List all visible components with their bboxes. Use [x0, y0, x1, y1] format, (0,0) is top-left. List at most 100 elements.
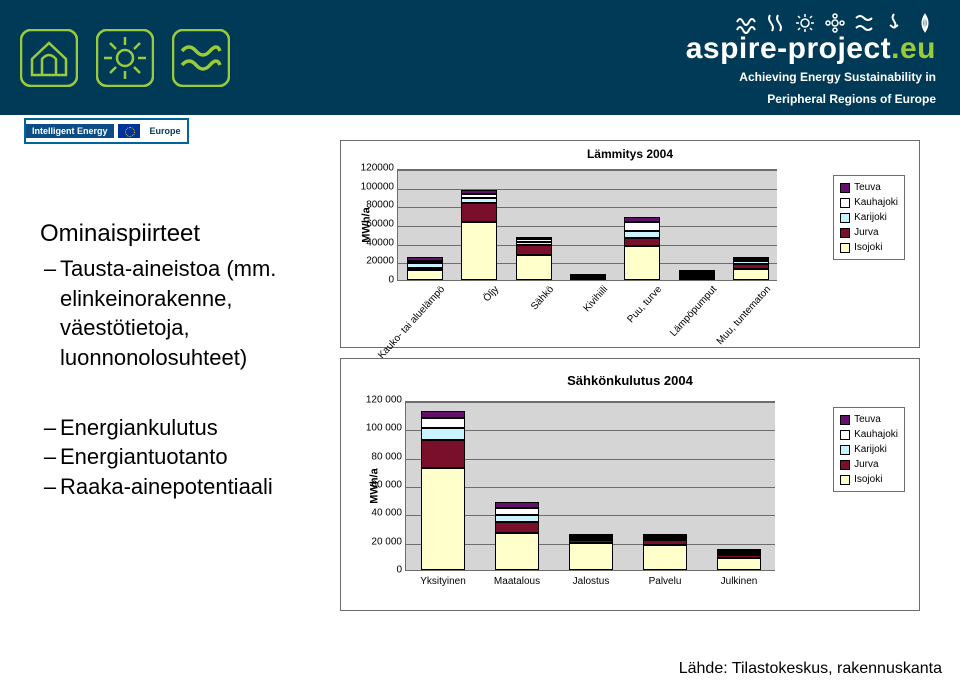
badge-icon-4 — [824, 12, 846, 34]
bar-segment — [624, 246, 660, 280]
eu-flag-icon — [118, 124, 140, 138]
bar-segment — [643, 545, 687, 571]
y-tick-label: 120000 — [361, 163, 394, 174]
badge-icon-5 — [854, 12, 876, 34]
y-tick-label: 20000 — [366, 256, 394, 267]
chart-title: Sähkönkulutus 2004 — [341, 373, 919, 388]
brand-text-b: .eu — [891, 32, 936, 65]
badge-icon-7 — [914, 12, 936, 34]
x-tick-label: Jalostus — [573, 576, 610, 587]
x-tick-label: Sähkö — [529, 284, 556, 312]
bar-segment — [495, 533, 539, 570]
list-text: Raaka-ainepotentiaali — [60, 472, 273, 502]
list-text: Energiantuotanto — [60, 442, 228, 472]
list-item: väestötietoja, — [40, 313, 320, 343]
legend-label: Karijoki — [854, 210, 887, 225]
legend-item: Teuva — [840, 180, 898, 195]
bar-segment — [421, 418, 465, 428]
badge-icon-3 — [794, 12, 816, 34]
y-tick-label: 80 000 — [371, 451, 402, 462]
bar — [570, 274, 606, 280]
bars-group — [398, 170, 777, 280]
house-icon — [20, 29, 78, 87]
x-tick-label: Kivihiili — [582, 284, 611, 314]
bar — [407, 257, 443, 280]
legend-label: Teuva — [854, 412, 881, 427]
legend-item: Karijoki — [840, 442, 898, 457]
iee-blue-label: Intelligent Energy — [26, 124, 114, 138]
source-text: Lähde: Tilastokeskus, rakennuskanta — [679, 660, 942, 678]
legend-label: Isojoki — [854, 240, 882, 255]
legend-swatch — [840, 475, 850, 485]
bar-segment — [495, 508, 539, 515]
x-tick-label: Muu, tuntematon — [715, 284, 773, 347]
legend-label: Karijoki — [854, 442, 887, 457]
legend-item: Jurva — [840, 225, 898, 240]
main-area: Ominaispiirteet –Tausta-aineistoa (mm. e… — [0, 140, 960, 680]
y-axis-title: MWh/a — [361, 207, 373, 242]
brand-title: aspire-project.eu — [686, 34, 936, 64]
waves-icon — [172, 29, 230, 87]
plot-area: 020 00040 00060 00080 000100 000120 000Y… — [405, 401, 775, 571]
iee-text-label: Europe — [144, 124, 187, 138]
list-text: Energiankulutus — [60, 413, 218, 443]
plot-area: 020000400006000080000100000120000Kauko- … — [397, 169, 777, 281]
legend: TeuvaKauhajokiKarijokiJurvaIsojoki — [833, 175, 905, 260]
legend-label: Kauhajoki — [854, 427, 898, 442]
bar — [624, 217, 660, 280]
bar — [643, 534, 687, 570]
bar-segment — [624, 231, 660, 238]
x-tick-label: Maatalous — [494, 576, 540, 587]
legend-item: Kauhajoki — [840, 427, 898, 442]
legend-swatch — [840, 198, 850, 208]
bar-segment — [461, 203, 497, 222]
bar — [569, 534, 613, 570]
brand-text-a: aspire-project — [686, 32, 891, 65]
legend-swatch — [840, 228, 850, 238]
legend-swatch — [840, 460, 850, 470]
brand-sub-1: Achieving Energy Sustainability in — [686, 70, 936, 86]
left-list: –Tausta-aineistoa (mm. elinkeinorakenne,… — [40, 254, 320, 502]
list-item: elinkeinorakenne, — [40, 284, 320, 314]
header-icon-row — [20, 29, 230, 87]
legend-item: Teuva — [840, 412, 898, 427]
bar — [461, 190, 497, 280]
list-text: elinkeinorakenne, — [60, 284, 232, 314]
y-tick-label: 0 — [388, 275, 394, 286]
legend-label: Jurva — [854, 457, 878, 472]
legend-swatch — [840, 445, 850, 455]
legend-item: Jurva — [840, 457, 898, 472]
bar-segment — [733, 269, 769, 280]
bar — [679, 270, 715, 280]
legend-label: Isojoki — [854, 472, 882, 487]
bar-segment — [624, 238, 660, 246]
list-item: –Tausta-aineistoa (mm. — [40, 254, 320, 284]
x-tick-label: Puu, turve — [626, 284, 665, 325]
y-tick-label: 120 000 — [366, 395, 402, 406]
chart-title: Lämmitys 2004 — [341, 147, 919, 161]
bar-segment — [495, 515, 539, 522]
legend-label: Teuva — [854, 180, 881, 195]
left-title: Ominaispiirteet — [40, 220, 320, 248]
legend-swatch — [840, 430, 850, 440]
legend-item: Karijoki — [840, 210, 898, 225]
list-text: Tausta-aineistoa (mm. — [60, 254, 276, 284]
legend-swatch — [840, 415, 850, 425]
bar — [733, 257, 769, 280]
x-tick-label: Lämpöpumput — [668, 284, 719, 339]
legend-item: Isojoki — [840, 240, 898, 255]
legend-item: Isojoki — [840, 472, 898, 487]
bars-group — [406, 402, 775, 570]
y-tick-label: 20 000 — [371, 536, 402, 547]
y-axis-title: MWh/a — [369, 468, 381, 503]
bar-segment — [495, 522, 539, 533]
bar-segment — [679, 278, 715, 280]
badge-icon-2 — [764, 12, 786, 34]
bar-segment — [516, 245, 552, 254]
chart-lammitys: Lämmitys 2004 020000400006000080000100000… — [340, 140, 920, 348]
badge-icon-6 — [884, 12, 906, 34]
bar — [495, 502, 539, 570]
bar — [717, 549, 761, 570]
legend-item: Kauhajoki — [840, 195, 898, 210]
legend-label: Jurva — [854, 225, 878, 240]
